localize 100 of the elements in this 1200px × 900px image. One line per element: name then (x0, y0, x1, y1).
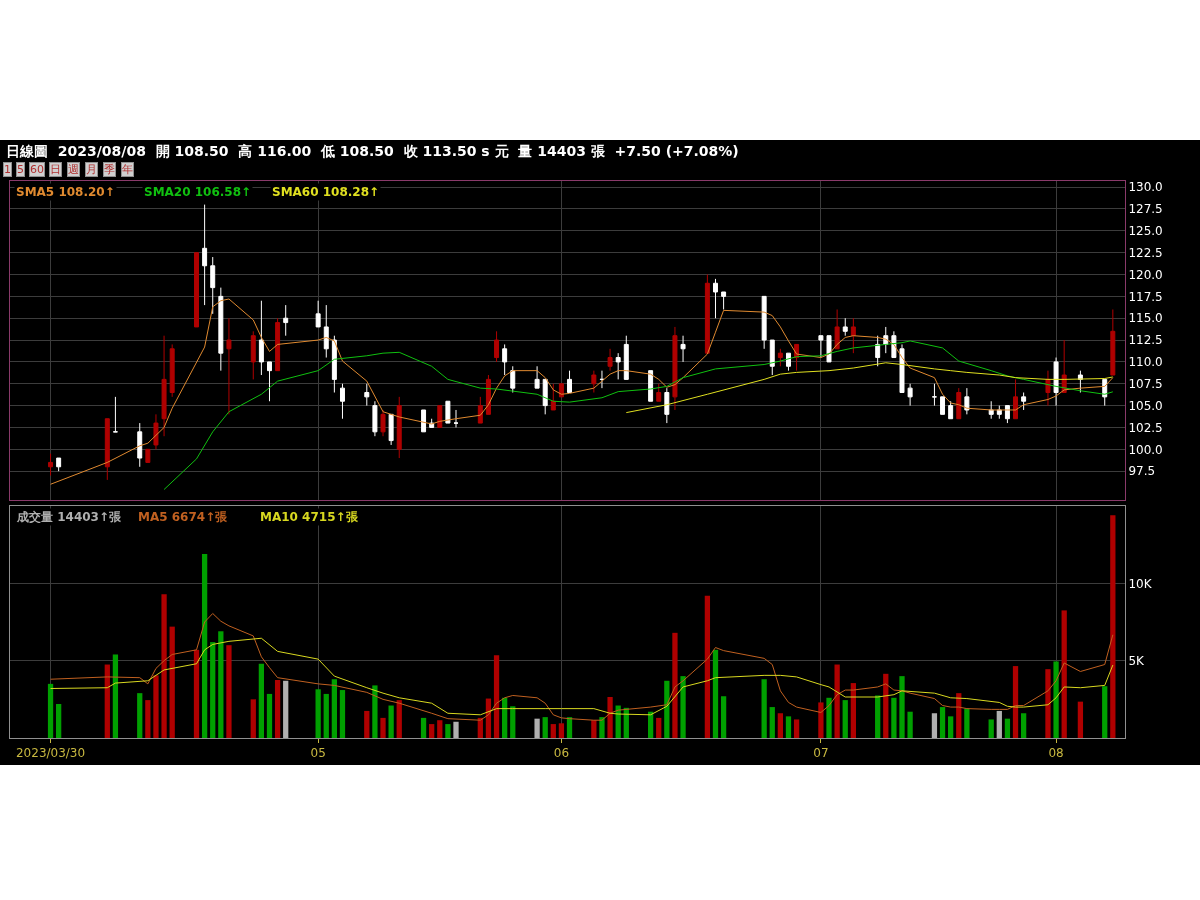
candlestick (226, 317, 232, 415)
candlestick (364, 383, 370, 407)
candlestick (623, 335, 629, 380)
bar (891, 697, 897, 738)
candlestick (137, 422, 143, 468)
line-series (50, 612, 1114, 721)
bar (939, 707, 946, 738)
text: SMA20 106.58↑ (144, 185, 252, 199)
candlestick (250, 330, 256, 380)
bar (1045, 669, 1051, 738)
candlestick (542, 378, 548, 415)
bar (566, 717, 573, 738)
bar (907, 711, 913, 738)
line-series (163, 340, 1114, 491)
candlestick (956, 387, 962, 420)
y-tick-label: 120.0 (1128, 267, 1163, 282)
candlestick (899, 343, 905, 393)
bar (931, 713, 938, 738)
x-tick-label: 07 (813, 746, 829, 761)
bar (210, 642, 216, 738)
candlestick (372, 400, 378, 437)
candlestick (1021, 392, 1027, 411)
bar (104, 664, 110, 738)
candlestick (396, 396, 402, 459)
bar (826, 697, 832, 738)
candlestick (550, 383, 556, 411)
candlestick (210, 256, 216, 315)
candlestick (777, 348, 783, 367)
bar (793, 719, 800, 738)
candlestick (948, 400, 954, 420)
bar (56, 703, 62, 738)
candlestick (664, 387, 670, 424)
bar (534, 718, 540, 738)
bar (380, 717, 386, 738)
bar (769, 707, 775, 738)
candlestick (907, 383, 913, 407)
bar (964, 708, 970, 738)
y-tick-label: 110.0 (1128, 355, 1163, 370)
bar (899, 676, 905, 738)
candlestick (283, 304, 289, 337)
candlestick (842, 317, 848, 337)
y-tick-label: 122.5 (1128, 245, 1163, 260)
y-tick-label: 107.5 (1128, 376, 1163, 391)
bar (1110, 515, 1116, 738)
bar (1004, 718, 1011, 738)
bar (372, 685, 378, 738)
bar (948, 716, 954, 738)
candlestick (153, 413, 159, 450)
bar (153, 675, 159, 738)
candlestick (1013, 378, 1019, 420)
bar (258, 663, 265, 738)
bar (883, 673, 889, 738)
y-tick-label: 125.0 (1128, 224, 1163, 239)
x-tick-label: 2023/03/30 (15, 746, 86, 761)
bar (704, 595, 711, 738)
candlestick (323, 304, 329, 359)
chart-title: 日線圖 2023/08/08 開 108.50 高 116.00 低 108.50 收 113.50 s 元 量 14403 張 +7.50 (+7.08%) (6, 143, 739, 159)
candlestick (769, 339, 775, 376)
candlestick (421, 409, 427, 433)
bar (388, 705, 394, 738)
candlestick (826, 335, 832, 363)
text: SMA60 108.28↑ (272, 185, 380, 199)
candlestick (607, 348, 613, 372)
bar (364, 710, 370, 738)
text: SMA5 108.20↑ (16, 185, 115, 199)
bar (550, 724, 556, 738)
bar (1102, 686, 1108, 738)
y-tick-label: 97.5 (1128, 464, 1156, 479)
y-tick-label: 100.0 (1128, 442, 1163, 457)
candlestick (258, 300, 264, 376)
y-tick-label: 127.5 (1128, 202, 1163, 217)
text: 5 (17, 163, 24, 176)
candlestick (104, 418, 110, 481)
candlestick (339, 383, 345, 420)
candlestick (672, 326, 678, 411)
candlestick (834, 308, 840, 350)
text: MA10 4715↑張 (260, 510, 359, 524)
candlestick (161, 335, 167, 437)
bar (493, 655, 500, 738)
bar (1077, 701, 1084, 738)
candlestick (445, 400, 451, 424)
candlestick (1110, 308, 1116, 376)
candlestick (680, 335, 686, 363)
bar (1053, 661, 1059, 738)
bar (145, 700, 151, 738)
bar (680, 676, 686, 738)
candlestick (875, 335, 881, 367)
bar (656, 717, 662, 738)
candlestick (534, 365, 540, 389)
candlestick (380, 409, 386, 437)
candlestick (558, 383, 564, 398)
bar (1012, 666, 1019, 738)
candlestick (437, 405, 443, 428)
text: 年 (122, 163, 133, 176)
candlestick (721, 291, 727, 310)
bar (842, 700, 848, 738)
candlestick (275, 317, 281, 372)
bar (720, 696, 727, 738)
line-series (625, 362, 1114, 414)
x-tick-label: 05 (310, 746, 326, 761)
